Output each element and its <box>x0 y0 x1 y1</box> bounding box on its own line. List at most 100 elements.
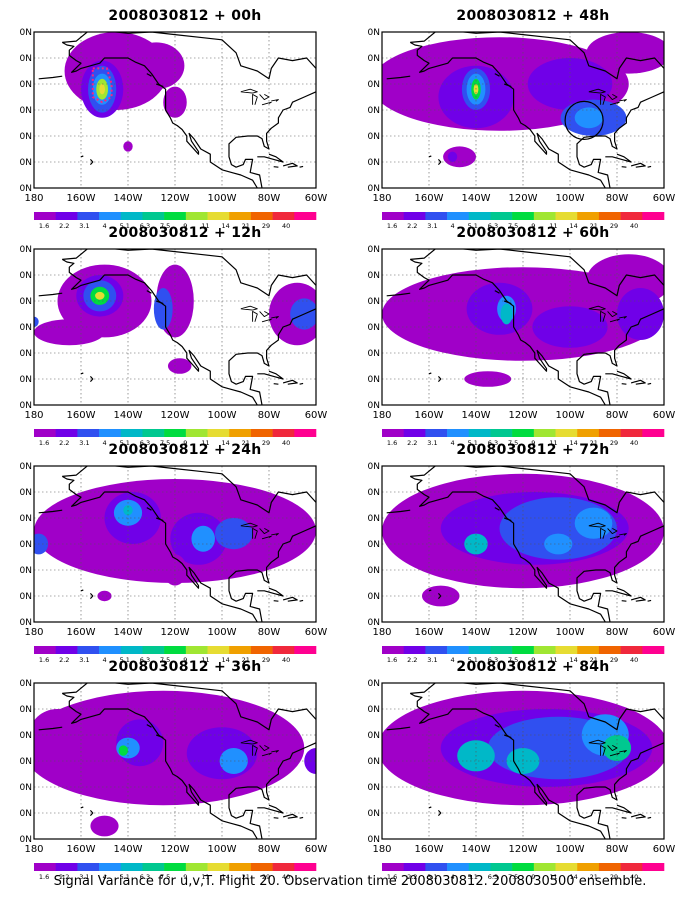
variance-contour <box>586 32 664 74</box>
colorbar-swatch <box>55 429 78 437</box>
colorbar-swatch <box>207 646 230 654</box>
colorbar-swatch <box>555 429 578 437</box>
colorbar-label: 5.1 <box>468 222 478 228</box>
island <box>38 509 63 514</box>
colorbar-label: 4 <box>451 439 455 445</box>
map-svg: 70N 60N 50N 40N 30N 20N 10N180 160W 140W 120W 100W… <box>368 679 675 879</box>
island <box>273 383 279 385</box>
island <box>38 726 63 731</box>
great-lake <box>240 305 258 311</box>
map-svg: 70N 60N 50N 40N 30N 20N 10N180 160W 140W 120W 100W… <box>20 28 327 228</box>
lon-tick-label: 140W <box>114 844 143 855</box>
great-lake <box>261 535 272 540</box>
coastline <box>38 683 316 839</box>
lat-tick-label: 30N <box>20 566 32 576</box>
variance-contour <box>574 507 613 539</box>
variance-contour <box>153 288 173 330</box>
island <box>146 724 152 728</box>
island <box>299 816 304 819</box>
colorbar-swatch <box>77 863 100 871</box>
colorbar-swatch <box>512 429 535 437</box>
colorbar-swatch <box>425 429 448 437</box>
colorbar-label: 1.6 <box>387 439 397 445</box>
colorbar-label: 14 <box>222 222 230 228</box>
panel-title: 2008030812 + 24h <box>108 442 262 458</box>
great-lake <box>252 93 258 105</box>
colorbar-swatch <box>120 863 143 871</box>
colorbar-swatch <box>185 646 208 654</box>
lat-tick-label: 30N <box>368 566 380 576</box>
colorbar-label: 29 <box>262 439 270 445</box>
colorbar-swatch <box>142 646 165 654</box>
colorbar-swatch <box>468 429 491 437</box>
lon-tick-label: 120W <box>161 844 190 855</box>
colorbar-swatch <box>490 863 513 871</box>
colorbar-label: 7.5 <box>160 873 170 879</box>
lat-tick-label: 10N <box>368 401 380 411</box>
lat-tick-label: 40N <box>20 757 32 767</box>
great-lake <box>271 533 279 536</box>
colorbar-label: 21 <box>242 222 250 228</box>
colorbar-swatch <box>447 212 470 220</box>
island <box>630 596 646 602</box>
coastline-path <box>61 32 316 188</box>
colorbar-swatch <box>250 212 273 220</box>
colorbar-swatch <box>512 863 535 871</box>
colorbar-label: 2.2 <box>59 439 69 445</box>
colorbar-label: 5.1 <box>120 873 130 879</box>
panel-title: 2008030812 + 12h <box>108 225 262 241</box>
colorbar-label: 40 <box>630 439 638 445</box>
colorbar-swatch <box>490 429 513 437</box>
field-layer <box>34 466 316 622</box>
colorbar-label: 5.1 <box>120 439 130 445</box>
lat-tick-label: 40N <box>20 106 32 116</box>
colorbar-swatch <box>382 212 404 220</box>
colorbar-label: 6.3 <box>488 873 498 879</box>
colorbar-label: 3.1 <box>427 222 437 228</box>
lon-tick-label: 120W <box>161 627 190 638</box>
colorbar-swatch <box>294 429 317 437</box>
lat-tick-label: 10N <box>368 835 380 845</box>
colorbar-label: 2.2 <box>407 656 417 662</box>
island <box>647 382 652 385</box>
lat-tick-label: 10N <box>20 184 32 194</box>
variance-contour <box>617 288 664 340</box>
lat-tick-label: 60N <box>20 705 32 715</box>
colorbar-label: 7.5 <box>508 656 518 662</box>
colorbar-swatch <box>490 212 513 220</box>
lon-tick-label: 120W <box>161 193 190 204</box>
island <box>437 592 442 600</box>
colorbar-label: 29 <box>610 656 618 662</box>
colorbar-label: 11 <box>549 222 557 228</box>
map-panel: 2008030812 + 48h 70N 60N 50N 40N 30N 20N 10N180… <box>368 8 698 228</box>
colorbar-label: 2.2 <box>59 873 69 879</box>
map-svg: 70N 60N 50N 40N 30N 20N 10N180 160W 140W 120W 100W… <box>20 679 327 879</box>
colorbar-swatch <box>598 429 621 437</box>
map-panel: 2008030812 + 00h 70N 60N 50N 40N 30N 20N 10N180… <box>20 8 350 228</box>
island <box>89 375 94 383</box>
island <box>38 75 63 80</box>
colorbar-label: 7.5 <box>508 873 518 879</box>
colorbar-label: 9 <box>531 439 535 445</box>
colorbar-swatch <box>120 646 143 654</box>
colorbar-label: 6.3 <box>488 656 498 662</box>
grid-lines <box>382 249 664 405</box>
lon-tick-label: 60W <box>653 627 676 638</box>
lat-tick-label: 60N <box>368 488 380 498</box>
colorbar-label: 9 <box>183 656 187 662</box>
lat-tick-label: 50N <box>20 297 32 307</box>
island <box>386 75 411 80</box>
lat-tick-label: 50N <box>368 80 380 90</box>
colorbar-swatch <box>34 212 56 220</box>
colorbar-swatch <box>403 429 426 437</box>
colorbar-label: 6.3 <box>488 439 498 445</box>
great-lake <box>588 522 606 528</box>
lon-tick-label: 80W <box>258 627 281 638</box>
map-frame <box>33 465 317 623</box>
variance-contour <box>128 42 185 90</box>
coastline <box>386 32 664 188</box>
island <box>299 165 304 168</box>
colorbar-swatch <box>207 863 230 871</box>
lon-tick-label: 100W <box>556 410 585 421</box>
colorbar-swatch <box>620 863 643 871</box>
